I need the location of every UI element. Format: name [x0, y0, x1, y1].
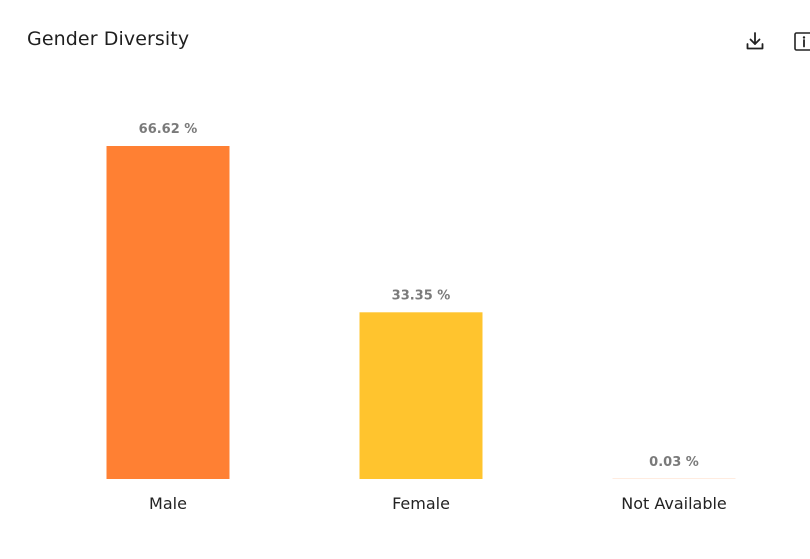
- category-label-female: Female: [392, 494, 450, 513]
- download-icon: [746, 32, 764, 50]
- info-button[interactable]: [790, 28, 810, 54]
- bar-male[interactable]: [106, 146, 230, 479]
- download-button[interactable]: [742, 28, 768, 54]
- chart-title: Gender Diversity: [27, 28, 190, 50]
- category-label-male: Male: [149, 494, 187, 513]
- value-label-female: 33.35 %: [392, 288, 451, 303]
- value-label-male: 66.62 %: [139, 122, 198, 137]
- value-label-not-available: 0.03 %: [649, 455, 699, 470]
- category-label-not-available: Not Available: [621, 494, 727, 513]
- bar-female[interactable]: [359, 312, 483, 479]
- info-icon: [794, 32, 810, 51]
